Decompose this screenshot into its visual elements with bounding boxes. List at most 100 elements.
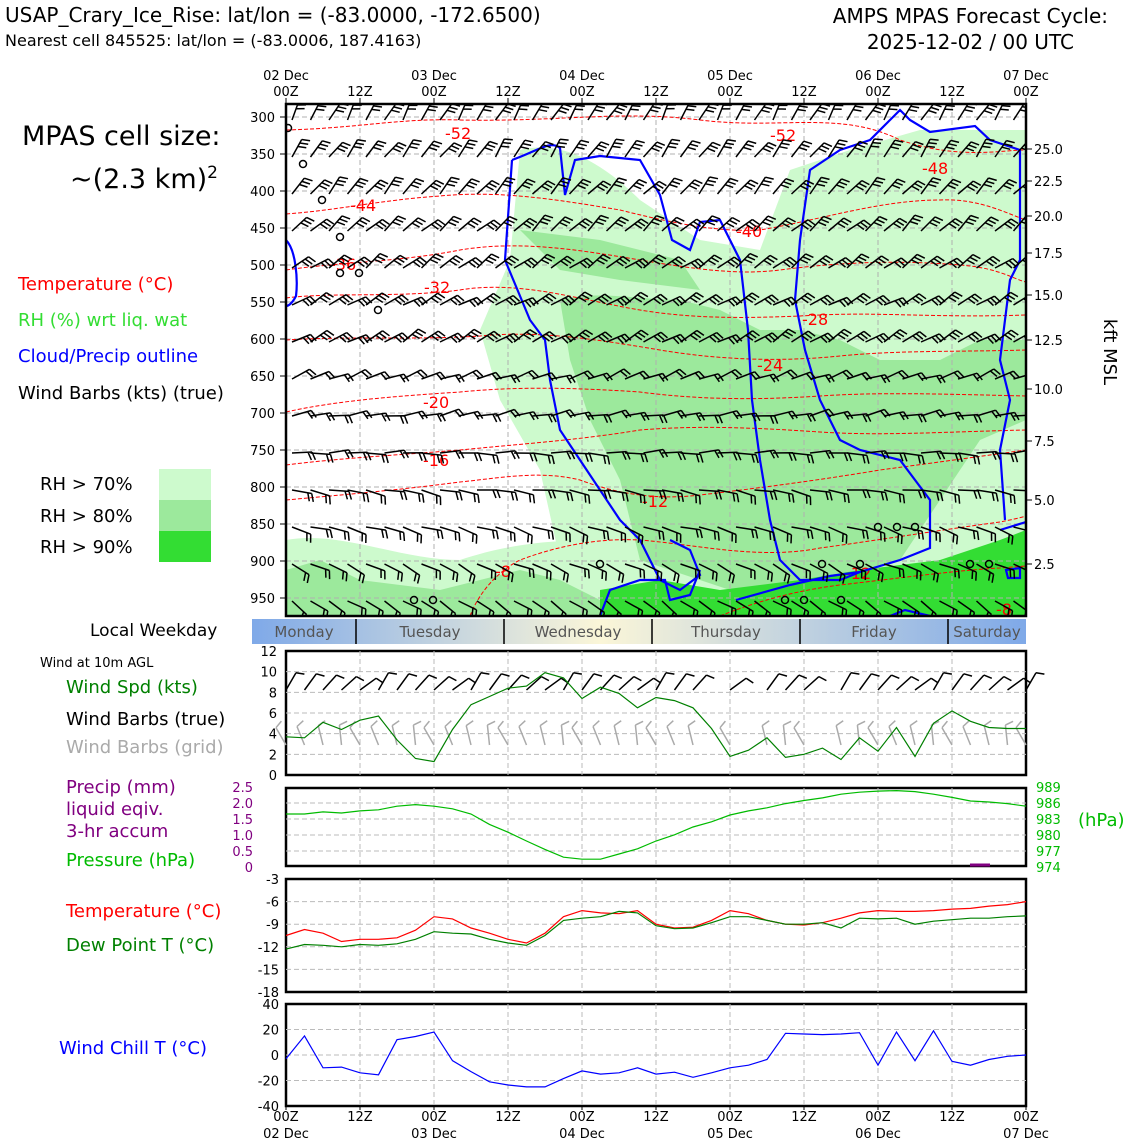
wind-barb	[772, 410, 798, 420]
wind-barb	[328, 449, 354, 459]
wind-barb	[433, 675, 457, 691]
top-hour-label: 12Z	[643, 85, 669, 100]
wind-barb	[423, 720, 435, 746]
wind-barb	[642, 141, 666, 158]
wind-barb	[421, 452, 445, 464]
wind-barb	[864, 104, 886, 121]
wind-barb	[457, 104, 474, 121]
bottom-hour-label: 00Z	[1013, 1110, 1039, 1125]
top-hour-label: 12Z	[495, 85, 521, 100]
wind-barb	[420, 140, 443, 158]
temp-tick-label: -18	[258, 986, 279, 1001]
wind-barb	[291, 138, 311, 158]
wind-barb	[920, 255, 945, 269]
wind-barb	[809, 332, 835, 344]
wind-barb	[716, 216, 741, 232]
wind-barb	[791, 489, 812, 506]
wind-barb	[569, 452, 593, 463]
wind-barb	[606, 489, 629, 502]
wind-barb	[941, 720, 953, 746]
wind-barb	[587, 489, 612, 500]
wind-barb	[532, 489, 557, 499]
wind-barb	[735, 563, 756, 580]
wind-barb	[347, 410, 373, 420]
wind-barb	[716, 104, 732, 121]
bottom-date-label: 03 Dec	[411, 1127, 457, 1140]
cell-size-exponent: 2	[207, 163, 218, 183]
weekday-name: Monday	[274, 623, 333, 641]
wind-barb	[939, 563, 960, 579]
wind-barb	[402, 296, 428, 308]
kft-tick-label: 5.0	[1034, 494, 1055, 509]
wind-barb	[396, 673, 418, 691]
wind-barb	[865, 374, 891, 384]
wind-barb	[883, 489, 906, 504]
wind-barb	[643, 331, 668, 343]
wind-barb	[458, 328, 482, 343]
wind-barb	[550, 177, 572, 195]
wind-barb	[809, 294, 835, 306]
wind-barb	[365, 330, 390, 343]
wind-barb	[346, 104, 362, 121]
wind-barb	[531, 140, 554, 158]
wind-barb	[782, 720, 792, 746]
wind-barb	[606, 255, 631, 269]
legend-wind: Wind Barbs (kts) (true)	[18, 383, 224, 404]
wind-barb	[809, 215, 832, 232]
precip-tick-label: 0.5	[232, 845, 253, 860]
top-hour-label: 00Z	[865, 85, 891, 100]
temp-label-m44: -44	[350, 196, 376, 215]
wind-barb	[310, 218, 335, 232]
wind-barb	[865, 450, 890, 460]
wind-barb	[606, 368, 631, 380]
wind-barb	[340, 675, 365, 691]
wind-barb	[470, 671, 490, 691]
wind-barb	[550, 374, 576, 384]
wind-barb	[525, 675, 550, 691]
wind-barb	[346, 177, 369, 195]
bottom-time-axis: 00Z 12Z 00Z 12Z 00Z 12Z 00Z 12Z 00Z 12Z 00Z 02 Dec 0…	[263, 1106, 1049, 1140]
wind-barb	[698, 215, 721, 232]
forecast-cycle-line2: 2025-12-02 / 00 UTC	[866, 30, 1074, 54]
wind-barb	[328, 526, 350, 541]
wind-barb	[698, 414, 723, 424]
wind-barb-field	[291, 104, 1026, 616]
windchill-tick-label: -20	[258, 1075, 279, 1090]
top-hour-label: 12Z	[791, 85, 817, 100]
kft-tick-label: 12.5	[1034, 334, 1063, 349]
wind-barb	[560, 720, 570, 746]
wind-barb	[513, 489, 536, 504]
precip-tick-label: 1.0	[232, 829, 253, 844]
wind-barb	[569, 370, 595, 380]
wind-barb	[476, 104, 496, 121]
wind-barb	[914, 677, 939, 691]
wind-barb	[717, 563, 736, 584]
wind-barb	[828, 489, 850, 504]
wind-barb	[587, 214, 609, 232]
wind-barb	[303, 673, 325, 691]
wind-barb	[384, 294, 409, 306]
wind-barb	[414, 674, 438, 691]
wind-barb	[347, 526, 367, 544]
bottom-hour-label: 00Z	[273, 1110, 299, 1125]
wind-barb	[735, 218, 760, 232]
wind-barb	[902, 293, 927, 306]
pressure-line	[286, 789, 1027, 860]
wind-barb	[994, 563, 1016, 579]
wind-barb	[439, 142, 463, 158]
wind-barb	[883, 104, 900, 121]
wind-barb	[402, 526, 423, 544]
wind-barb	[883, 369, 909, 380]
wind-barb	[902, 600, 920, 616]
wind-barb	[976, 368, 1001, 380]
weekday-name: Friday	[851, 623, 897, 641]
wind-barb	[421, 526, 444, 540]
dewpoint-line	[285, 910, 1027, 950]
wind-barb	[568, 104, 585, 121]
windchill-label: Wind Chill T (°C)	[59, 1038, 207, 1059]
wind-barb	[864, 215, 888, 232]
wind-barb	[402, 217, 426, 232]
wind-barb	[772, 217, 796, 232]
wind-barb	[835, 720, 844, 746]
temp-label-m28: -28	[802, 310, 828, 329]
